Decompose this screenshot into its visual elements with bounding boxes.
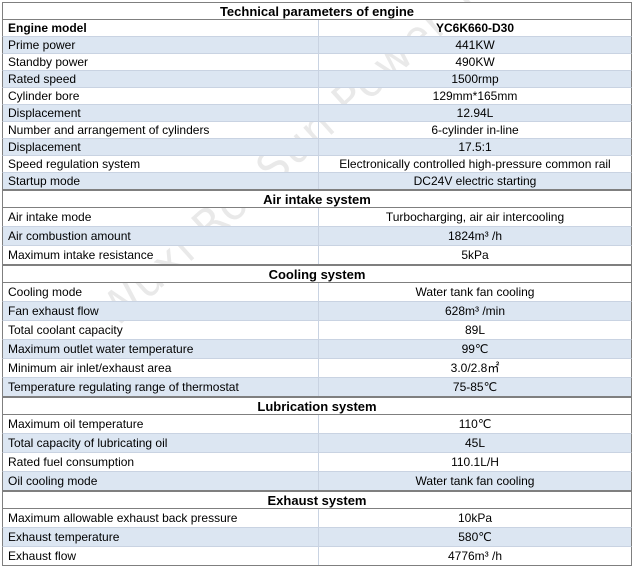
parameter-value: YC6K660-D30 xyxy=(435,21,515,35)
parameter-name: Number and arrangement of cylinders xyxy=(3,122,319,138)
parameter-name: Cylinder bore xyxy=(3,88,319,104)
parameter-name: Engine model xyxy=(3,20,319,36)
table-row: Number and arrangement of cylinders 6-cyl… xyxy=(2,122,632,139)
parameter-name: Prime power xyxy=(3,37,319,53)
table-row: Fan exhaust flow 628m³ /min xyxy=(2,302,632,321)
table-row: Maximum outlet water temperature 99℃ xyxy=(2,340,632,359)
parameter-name: Air combustion amount xyxy=(3,227,319,245)
parameter-name: Total capacity of lubricating oil xyxy=(3,434,319,452)
parameter-name: Maximum outlet water temperature xyxy=(3,340,319,358)
table-row: Maximum allowable exhaust back pressure 1… xyxy=(2,509,632,528)
parameter-value: 580℃ xyxy=(458,530,492,544)
table-row: Total coolant capacity 89L xyxy=(2,321,632,340)
section-title-air-intake-system: Air intake system xyxy=(2,190,632,208)
parameter-name: Displacement xyxy=(3,105,319,121)
section-title-cooling-system: Cooling system xyxy=(2,265,632,283)
parameter-value: 441KW xyxy=(455,38,495,52)
parameter-name: Temperature regulating range of thermost… xyxy=(3,378,319,396)
parameter-name: Air intake mode xyxy=(3,208,319,226)
parameter-value: 490KW xyxy=(455,55,495,69)
table-row: Displacement 12.94L xyxy=(2,105,632,122)
parameter-name: Oil cooling mode xyxy=(3,472,319,490)
table-row: Cooling mode Water tank fan cooling xyxy=(2,283,632,302)
section-title-technical-parameters-of-engine: Technical parameters of engine xyxy=(2,2,632,20)
parameter-value: 5kPa xyxy=(461,248,489,262)
parameter-value: 628m³ /min xyxy=(444,304,506,318)
parameter-value: Electronically controlled high-pressure … xyxy=(339,157,611,171)
table-row: Engine model YC6K660-D30 xyxy=(2,20,632,37)
table-row: Exhaust flow 4776m³ /h xyxy=(2,547,632,566)
parameter-value: 45L xyxy=(464,436,486,450)
section-title-exhaust-system: Exhaust system xyxy=(2,491,632,509)
table-row: Total capacity of lubricating oil 45L xyxy=(2,434,632,453)
parameter-value: 89L xyxy=(464,323,486,337)
parameter-name: Rated fuel consumption xyxy=(3,453,319,471)
parameter-name: Minimum air inlet/exhaust area xyxy=(3,359,319,377)
parameter-value: 17.5:1 xyxy=(458,140,492,154)
parameter-name: Rated speed xyxy=(3,71,319,87)
parameter-name: Exhaust temperature xyxy=(3,528,319,546)
table-row: Maximum oil temperature 110℃ xyxy=(2,415,632,434)
parameter-value: 75-85℃ xyxy=(452,380,498,394)
parameter-name: Exhaust flow xyxy=(3,547,319,565)
parameter-value: Water tank fan cooling xyxy=(415,285,535,299)
parameter-name: Startup mode xyxy=(3,173,319,189)
parameter-value: 1500rmp xyxy=(451,72,499,86)
parameter-value: 129mm*165mm xyxy=(432,89,518,103)
parameter-value: 4776m³ /h xyxy=(447,549,503,563)
parameter-value: 110.1L/H xyxy=(451,455,499,469)
table-row: Rated speed 1500rmp xyxy=(2,71,632,88)
table-row: Air intake mode Turbocharging, air air in… xyxy=(2,208,632,227)
parameter-name: Cooling mode xyxy=(3,283,319,301)
parameter-name: Speed regulation system xyxy=(3,156,319,172)
table-row: Standby power 490KW xyxy=(2,54,632,71)
parameter-name: Standby power xyxy=(3,54,319,70)
parameter-value: Turbocharging, air air intercooling xyxy=(385,210,565,224)
table-row: Maximum intake resistance 5kPa xyxy=(2,246,632,265)
parameter-value: 110℃ xyxy=(458,417,492,431)
table-row: Oil cooling mode Water tank fan cooling xyxy=(2,472,632,491)
parameter-value: 12.94L xyxy=(456,106,494,120)
parameter-name: Maximum intake resistance xyxy=(3,246,319,264)
parameter-value: DC24V electric starting xyxy=(413,174,537,188)
table-row: Temperature regulating range of thermost… xyxy=(2,378,632,397)
parameter-value: 10kPa xyxy=(457,511,493,525)
table-row: Prime power 441KW xyxy=(2,37,632,54)
parameter-name: Total coolant capacity xyxy=(3,321,319,339)
parameter-value: 3.0/2.8㎡ xyxy=(450,361,500,375)
table-row: Minimum air inlet/exhaust area 3.0/2.8㎡ xyxy=(2,359,632,378)
table-row: Exhaust temperature 580℃ xyxy=(2,528,632,547)
parameter-value: 6-cylinder in-line xyxy=(431,123,519,137)
section-title-lubrication-system: Lubrication system xyxy=(2,397,632,415)
table-row: Displacement 17.5:1 xyxy=(2,139,632,156)
table-row: Speed regulation system Electronically co… xyxy=(2,156,632,173)
table-row: Startup mode DC24V electric starting xyxy=(2,173,632,190)
parameter-name: Displacement xyxy=(3,139,319,155)
engine-parameters-table: Technical parameters of engine Engine mod… xyxy=(2,2,632,566)
table-row: Air combustion amount 1824m³ /h xyxy=(2,227,632,246)
parameter-name: Maximum oil temperature xyxy=(3,415,319,433)
parameter-name: Maximum allowable exhaust back pressure xyxy=(3,509,319,527)
parameter-value: Water tank fan cooling xyxy=(415,474,535,488)
parameter-value: 1824m³ /h xyxy=(447,229,503,243)
table-row: Cylinder bore 129mm*165mm xyxy=(2,88,632,105)
table-row: Rated fuel consumption 110.1L/H xyxy=(2,453,632,472)
parameter-name: Fan exhaust flow xyxy=(3,302,319,320)
parameter-value: 99℃ xyxy=(461,342,489,356)
